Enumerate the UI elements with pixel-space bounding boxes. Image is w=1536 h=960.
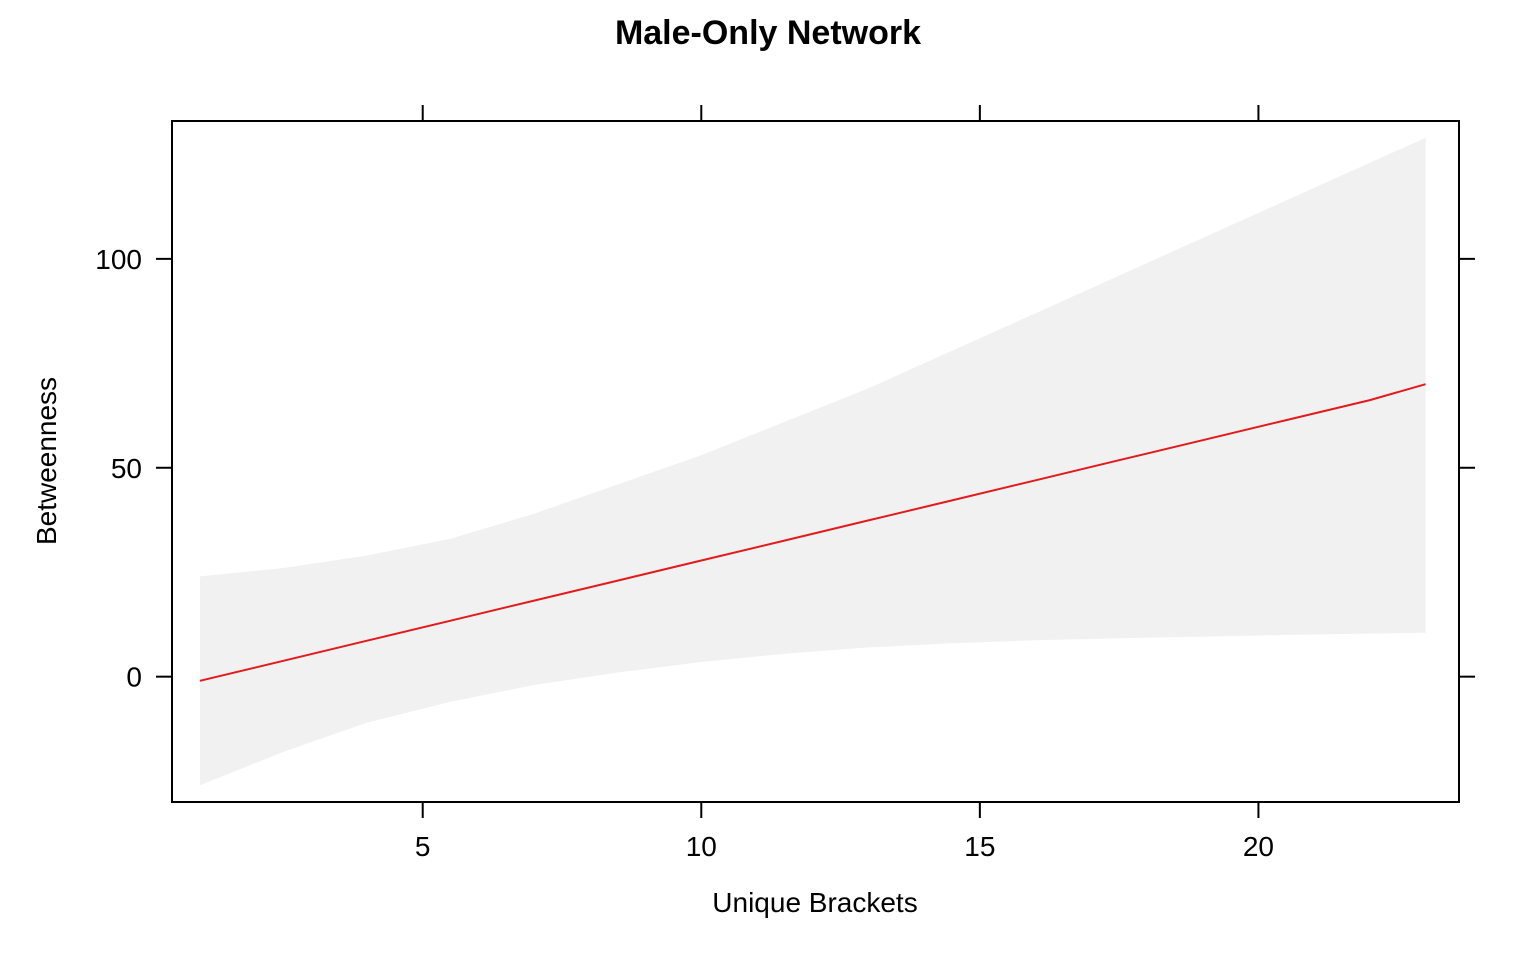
fit-line-layer (199, 383, 1426, 682)
chart-title: Male-Only Network (615, 14, 921, 52)
plot-frame (171, 120, 1460, 803)
confidence-band-layer (199, 137, 1426, 786)
y-tick-label: 50 (111, 453, 142, 484)
tick-layer: 5 10 15 20 0 50 100 (95, 105, 1475, 862)
x-tick-label: 5 (415, 831, 431, 862)
x-tick-label: 20 (1243, 831, 1274, 862)
fit-line (199, 383, 1426, 682)
confidence-band (199, 137, 1426, 786)
y-tick-label: 0 (126, 662, 142, 693)
y-axis-label: Betweenness (31, 377, 62, 545)
x-tick-label: 10 (686, 831, 717, 862)
x-tick-label: 15 (964, 831, 995, 862)
y-tick-label: 100 (95, 244, 142, 275)
x-axis-label: Unique Brackets (712, 887, 917, 918)
